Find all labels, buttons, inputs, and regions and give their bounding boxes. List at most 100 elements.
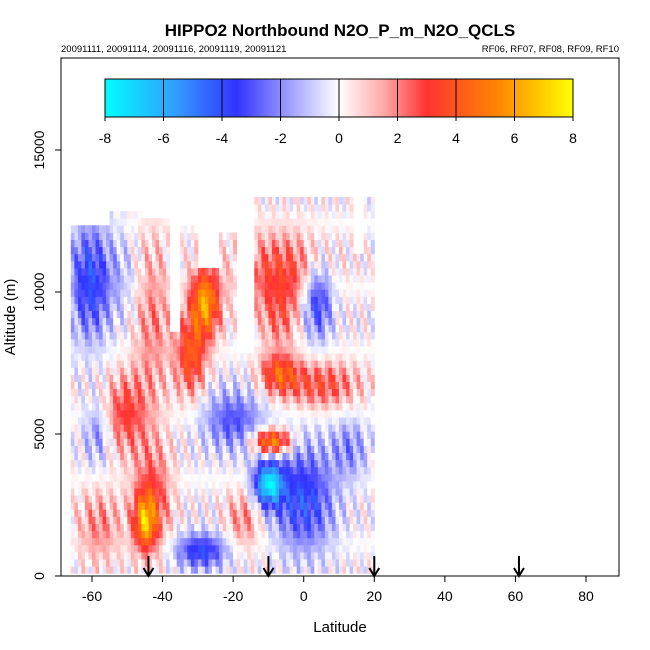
heatmap-cell: [190, 452, 195, 461]
heatmap-cell: [74, 431, 79, 439]
heatmap-cell: [261, 324, 266, 333]
heatmap-cell: [155, 480, 160, 489]
heatmap-cell: [81, 346, 86, 354]
heatmap-cell: [247, 466, 252, 475]
heatmap-cell: [293, 480, 298, 489]
heatmap-cell: [208, 317, 213, 326]
heatmap-cell: [339, 211, 343, 219]
heatmap-cell: [173, 438, 178, 446]
heatmap-cell: [77, 523, 82, 532]
heatmap-cell: [159, 282, 163, 290]
heatmap-cell: [169, 566, 174, 574]
heatmap-cell: [243, 559, 248, 567]
heatmap-cell: [236, 473, 241, 482]
heatmap-cell: [300, 551, 305, 560]
heatmap-cell: [293, 267, 298, 276]
heatmap-cell: [370, 360, 375, 368]
heatmap-cell: [141, 409, 146, 418]
heatmap-cell: [264, 480, 269, 489]
heatmap-cell: [286, 559, 291, 567]
heatmap-cell: [212, 431, 216, 439]
heatmap-cell: [159, 232, 163, 240]
heatmap-cell: [226, 424, 231, 432]
heatmap-cell: [328, 296, 333, 304]
heatmap-cell: [123, 445, 128, 453]
heatmap-cell: [314, 424, 319, 432]
heatmap-cell: [152, 402, 156, 411]
heatmap-cell: [282, 488, 287, 496]
heatmap-cell: [113, 417, 118, 425]
heatmap-cell: [275, 239, 280, 248]
heatmap-cell: [264, 509, 269, 517]
heatmap-cell: [310, 516, 315, 524]
heatmap-cell: [367, 452, 372, 461]
heatmap-cell: [356, 267, 361, 276]
heatmap-cell: [201, 374, 206, 382]
heatmap-cell: [300, 537, 305, 546]
heatmap-cell: [353, 473, 358, 482]
heatmap-cell: [180, 289, 185, 297]
heatmap-cell: [307, 246, 312, 255]
heatmap-cell: [303, 509, 308, 517]
heatmap-cell: [360, 296, 365, 304]
heatmap-cell: [335, 317, 340, 326]
heatmap-cell: [261, 495, 266, 503]
heatmap-cell: [335, 360, 340, 368]
heatmap-cell: [296, 232, 301, 240]
heatmap-cell: [264, 239, 269, 248]
heatmap-cell: [148, 275, 153, 283]
heatmap-cell: [279, 275, 283, 283]
heatmap-cell: [272, 431, 276, 439]
heatmap-cell: [293, 303, 298, 311]
heatmap-cell: [335, 381, 340, 390]
heatmap-cell: [349, 452, 354, 461]
heatmap-cell: [324, 473, 329, 482]
heatmap-cell: [282, 544, 287, 553]
colorbar-tick-label: 6: [511, 130, 519, 146]
heatmap-cell: [310, 417, 315, 425]
heatmap-cell: [116, 211, 121, 219]
heatmap-cell: [314, 303, 319, 311]
heatmap-cell: [346, 402, 351, 411]
heatmap-cell: [356, 402, 361, 411]
heatmap-cell: [204, 310, 209, 319]
heatmap-cell: [254, 232, 259, 240]
heatmap-cell: [113, 566, 118, 574]
heatmap-cell: [275, 346, 280, 354]
heatmap-cell: [293, 367, 298, 375]
heatmap-cell: [123, 324, 128, 333]
heatmap-cell: [272, 317, 276, 326]
heatmap-cell: [370, 530, 375, 539]
heatmap-cell: [102, 530, 107, 539]
heatmap-cell: [346, 530, 351, 539]
heatmap-cell: [293, 417, 298, 425]
heatmap-cell: [102, 509, 107, 517]
heatmap-cell: [275, 218, 280, 226]
heatmap-cell: [240, 381, 245, 390]
heatmap-cell: [113, 289, 118, 297]
heatmap-cell: [254, 388, 259, 397]
heatmap-cell: [187, 551, 192, 560]
heatmap-cell: [346, 566, 351, 574]
heatmap-cell: [370, 338, 375, 347]
heatmap-cell: [120, 374, 125, 382]
heatmap-cell: [92, 466, 96, 475]
heatmap-cell: [356, 551, 361, 560]
heatmap-cell: [349, 495, 354, 503]
heatmap-cell: [222, 445, 227, 453]
heatmap-cell: [349, 509, 354, 517]
heatmap-cell: [74, 225, 79, 233]
heatmap-cell: [353, 523, 358, 532]
heatmap-cell: [81, 502, 86, 510]
x-tick-label: 40: [437, 588, 453, 604]
heatmap-cell: [303, 551, 308, 560]
heatmap-cell: [162, 551, 167, 560]
heatmap-cell: [229, 324, 234, 333]
heatmap-cell: [95, 317, 100, 326]
heatmap-cell: [134, 466, 139, 475]
heatmap-cell: [296, 310, 301, 319]
heatmap-cell: [130, 530, 135, 539]
heatmap-cell: [155, 509, 160, 517]
heatmap-cell: [346, 417, 351, 425]
heatmap-cell: [317, 480, 322, 489]
